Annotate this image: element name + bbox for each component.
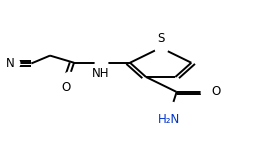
Text: O: O [61,82,71,94]
Text: NH: NH [92,67,109,80]
Text: O: O [211,86,221,98]
Text: N: N [6,57,15,70]
Text: H₂N: H₂N [158,113,180,126]
Text: S: S [157,32,164,44]
